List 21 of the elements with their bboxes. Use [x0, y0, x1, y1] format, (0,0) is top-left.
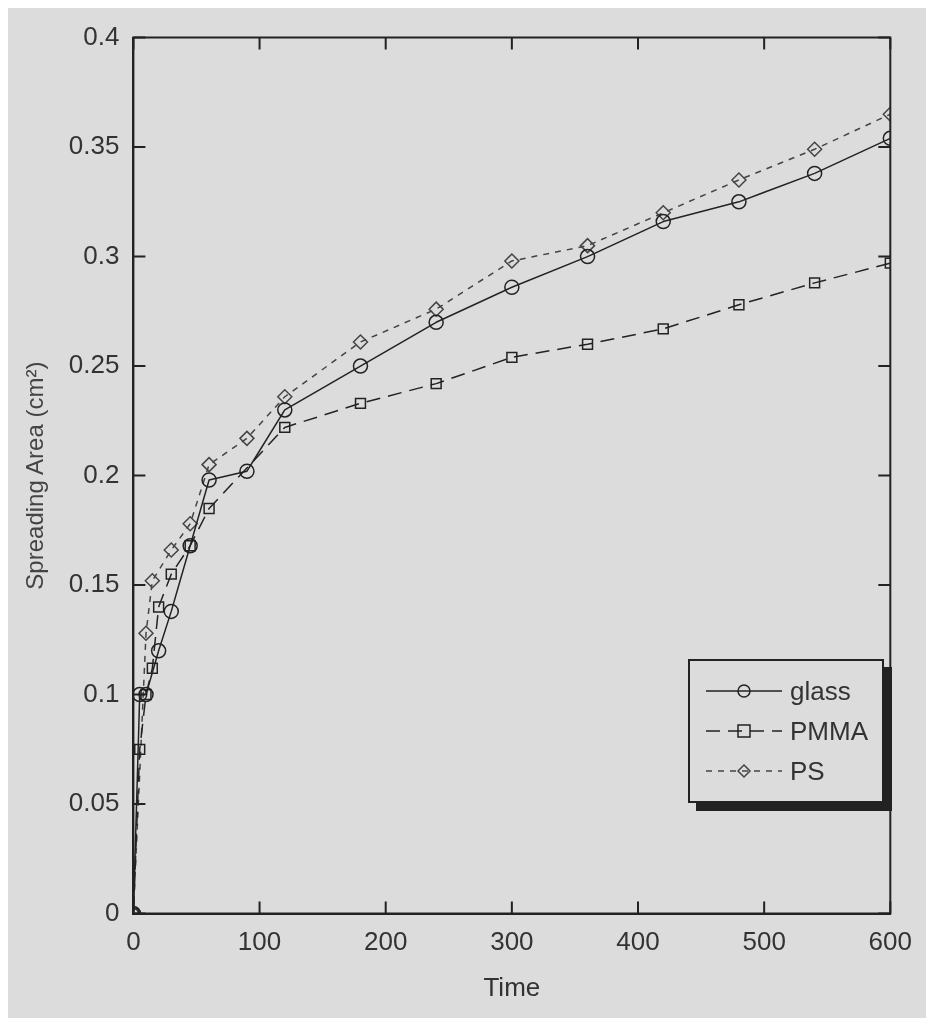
y-tick-label: 0.3	[83, 239, 120, 270]
y-axis-title: Spreading Area (cm²)	[21, 361, 49, 590]
y-tick-label: 0.15	[68, 568, 120, 599]
legend-label: PMMA	[790, 715, 868, 747]
y-tick-label: 0.05	[68, 787, 120, 818]
x-tick-label: 200	[364, 926, 408, 957]
y-tick-label: 0	[104, 896, 120, 927]
legend-label: glass	[790, 675, 851, 707]
x-tick-label: 300	[490, 926, 534, 957]
y-tick-label: 0.4	[83, 20, 120, 51]
y-tick-label: 0.25	[68, 349, 120, 380]
x-tick-label: 0	[126, 926, 141, 957]
x-tick-label: 400	[616, 926, 660, 957]
y-tick-label: 0.2	[83, 458, 120, 489]
x-axis-title: Time	[483, 971, 541, 1002]
x-tick-label: 100	[237, 926, 282, 957]
y-tick-label: 0.35	[68, 130, 120, 161]
legend-label: PS	[790, 755, 825, 787]
x-tick-label: 600	[868, 926, 913, 957]
x-tick-label: 500	[742, 926, 786, 957]
y-tick-label: 0.1	[83, 677, 120, 708]
